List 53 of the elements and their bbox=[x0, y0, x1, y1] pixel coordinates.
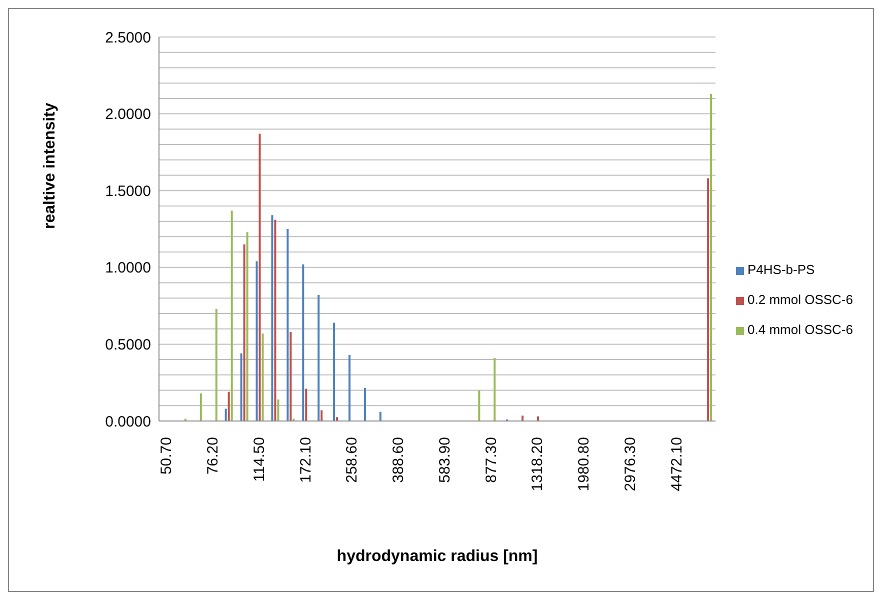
x-tick-label: 258.60 bbox=[344, 437, 361, 483]
x-tick-label: 583.90 bbox=[436, 437, 454, 483]
x-axis-title: hydrodynamic radius [nm] bbox=[336, 548, 538, 565]
bar bbox=[240, 353, 242, 421]
y-tick-label: 2.0000 bbox=[105, 106, 151, 124]
bar bbox=[305, 388, 308, 421]
bar bbox=[243, 244, 246, 421]
legend-label: P4HS-b-PS bbox=[748, 262, 815, 277]
x-tick-label: 1318.20 bbox=[529, 437, 546, 492]
bar bbox=[271, 215, 274, 421]
bar bbox=[230, 210, 233, 421]
bar bbox=[277, 399, 280, 421]
y-tick-label: 1.0000 bbox=[105, 260, 151, 277]
x-tick-label: 4472.10 bbox=[668, 437, 686, 492]
bar bbox=[274, 220, 276, 421]
x-tick-label: 877.30 bbox=[482, 437, 500, 483]
bar bbox=[710, 94, 712, 421]
bar bbox=[258, 134, 261, 421]
y-axis-title: realtive intensity bbox=[42, 102, 59, 229]
x-tick-label: 50.70 bbox=[158, 437, 176, 475]
y-tick-label: 0.0000 bbox=[105, 413, 151, 430]
bar bbox=[200, 393, 202, 421]
x-tick-label: 2976.30 bbox=[622, 437, 639, 492]
y-tick-label: 2.5000 bbox=[105, 29, 151, 46]
bar bbox=[318, 295, 320, 421]
bar bbox=[494, 358, 496, 421]
x-tick-label: 388.60 bbox=[390, 437, 408, 483]
bar bbox=[320, 410, 323, 421]
bar bbox=[228, 392, 230, 421]
bar bbox=[290, 332, 292, 421]
bar bbox=[348, 354, 351, 421]
bar bbox=[262, 333, 264, 421]
y-tick-label: 0.5000 bbox=[105, 336, 151, 354]
x-tick-label: 114.50 bbox=[250, 437, 268, 482]
bar bbox=[478, 390, 480, 421]
bar bbox=[224, 408, 227, 421]
bar bbox=[286, 229, 289, 421]
bar bbox=[336, 417, 338, 421]
bar bbox=[333, 322, 336, 421]
bar bbox=[302, 264, 304, 421]
bar bbox=[364, 388, 366, 421]
bar bbox=[215, 308, 218, 421]
bar bbox=[256, 261, 258, 421]
y-tick-label: 1.5000 bbox=[105, 182, 151, 200]
bar bbox=[246, 232, 248, 421]
x-tick-label: 172.10 bbox=[297, 437, 314, 483]
x-tick-label: 1980.80 bbox=[576, 437, 593, 492]
legend-label: 0.4 mmol OSSC-6 bbox=[748, 322, 853, 337]
bar bbox=[707, 178, 710, 421]
bar bbox=[522, 416, 524, 421]
legend-label: 0.2 mmol OSSC-6 bbox=[748, 292, 853, 307]
bar bbox=[379, 412, 382, 421]
x-tick-label: 76.20 bbox=[204, 437, 222, 475]
